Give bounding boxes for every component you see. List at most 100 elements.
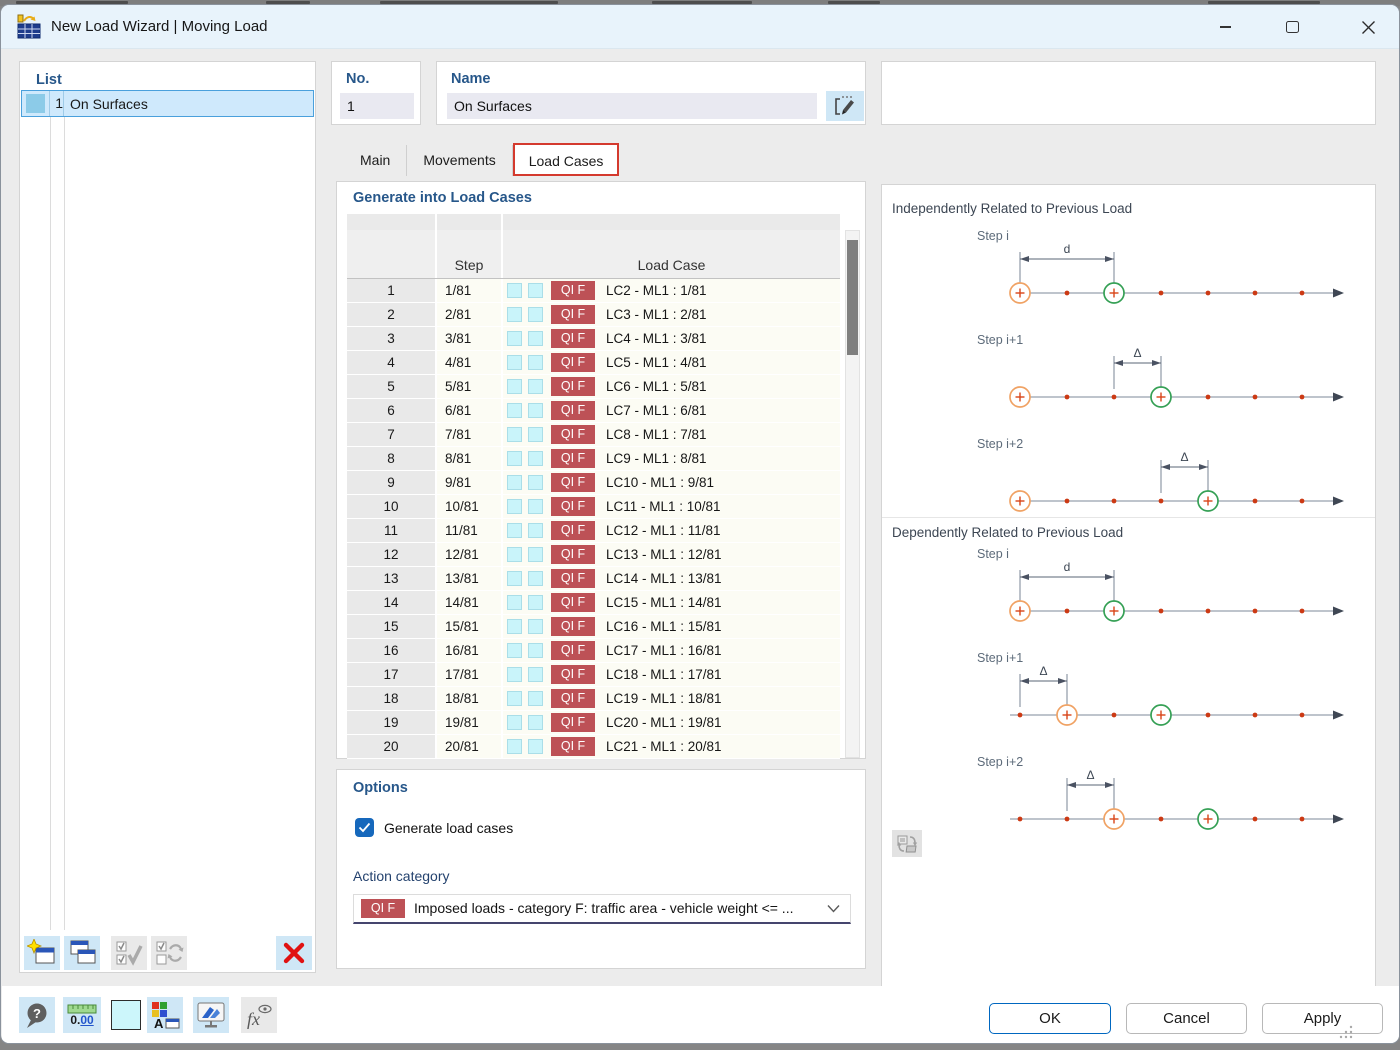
table-row[interactable]: 7 7/81 QI F LC8 - ML1 : 7/81 <box>347 423 840 447</box>
color-swatch[interactable] <box>507 283 522 298</box>
color-swatch[interactable] <box>507 715 522 730</box>
color-swatch[interactable] <box>507 619 522 634</box>
table-row[interactable]: 17 17/81 QI F LC18 - ML1 : 17/81 <box>347 663 840 687</box>
table-row[interactable]: 2 2/81 QI F LC3 - ML1 : 2/81 <box>347 303 840 327</box>
table-row[interactable]: 3 3/81 QI F LC4 - ML1 : 3/81 <box>347 327 840 351</box>
color-swatch[interactable] <box>507 355 522 370</box>
action-category-dropdown[interactable]: QI F Imposed loads - category F: traffic… <box>353 894 851 924</box>
color-swatch[interactable] <box>528 715 543 730</box>
color-swatch[interactable] <box>528 619 543 634</box>
new-item-button[interactable] <box>24 936 60 970</box>
cancel-button[interactable]: Cancel <box>1126 1003 1247 1034</box>
no-field[interactable]: 1 <box>340 93 414 119</box>
table-row[interactable]: 13 13/81 QI F LC14 - ML1 : 13/81 <box>347 567 840 591</box>
table-row[interactable]: 4 4/81 QI F LC5 - ML1 : 4/81 <box>347 351 840 375</box>
table-row[interactable]: 9 9/81 QI F LC10 - ML1 : 9/81 <box>347 471 840 495</box>
table-row[interactable]: 20 20/81 QI F LC21 - ML1 : 20/81 <box>347 735 840 759</box>
color-swatch[interactable] <box>528 643 543 658</box>
color-swatch[interactable] <box>528 499 543 514</box>
color-swatch[interactable] <box>507 547 522 562</box>
color-swatch[interactable] <box>507 643 522 658</box>
list-item-on-surfaces[interactable]: 1 On Surfaces <box>21 90 314 117</box>
resize-grip[interactable] <box>1339 1025 1353 1039</box>
row-number-cell: 8 <box>347 447 435 471</box>
load-case-label: LC10 - ML1 : 9/81 <box>606 475 715 490</box>
tab-main[interactable]: Main <box>344 145 408 176</box>
table-row[interactable]: 12 12/81 QI F LC13 - ML1 : 12/81 <box>347 543 840 567</box>
color-swatch[interactable] <box>528 595 543 610</box>
color-swatch[interactable] <box>528 307 543 322</box>
color-swatch[interactable] <box>507 427 522 442</box>
color-swatch[interactable] <box>507 739 522 754</box>
color-swatch-button[interactable] <box>111 1000 141 1030</box>
tab-load-cases[interactable]: Load Cases <box>512 143 620 176</box>
table-row[interactable]: 16 16/81 QI F LC17 - ML1 : 16/81 <box>347 639 840 663</box>
display-colors-button[interactable]: A <box>147 997 183 1033</box>
color-swatch[interactable] <box>528 427 543 442</box>
ok-button[interactable]: OK <box>989 1003 1111 1034</box>
moving-load-wizard-icon <box>17 14 41 39</box>
title-bar[interactable]: New Load Wizard | Moving Load <box>1 5 1399 49</box>
column-gap <box>501 543 503 567</box>
color-swatch[interactable] <box>528 451 543 466</box>
table-scrollbar[interactable] <box>845 230 860 758</box>
color-swatch[interactable] <box>528 547 543 562</box>
color-swatch[interactable] <box>528 379 543 394</box>
category-badge: QI F <box>361 899 405 918</box>
units-settings-button[interactable]: 0.00 <box>63 997 101 1033</box>
delete-item-button[interactable] <box>276 936 312 970</box>
close-button[interactable] <box>1339 5 1397 49</box>
color-swatch[interactable] <box>507 307 522 322</box>
color-swatch[interactable] <box>528 523 543 538</box>
minimize-button[interactable] <box>1202 5 1248 49</box>
table-row[interactable]: 18 18/81 QI F LC19 - ML1 : 18/81 <box>347 687 840 711</box>
column-gap <box>501 495 503 519</box>
color-swatch[interactable] <box>507 499 522 514</box>
color-swatch[interactable] <box>528 475 543 490</box>
rename-button[interactable] <box>826 91 864 121</box>
apply-button[interactable]: Apply <box>1262 1003 1383 1034</box>
color-swatch[interactable] <box>507 379 522 394</box>
color-swatch[interactable] <box>507 403 522 418</box>
display-settings-button[interactable] <box>193 997 229 1033</box>
table-row[interactable]: 1 1/81 QI F LC2 - ML1 : 1/81 <box>347 279 840 303</box>
table-row[interactable]: 11 11/81 QI F LC12 - ML1 : 11/81 <box>347 519 840 543</box>
help-button[interactable]: ? <box>19 997 55 1033</box>
maximize-icon <box>1285 21 1299 33</box>
color-swatch[interactable] <box>507 475 522 490</box>
color-swatch[interactable] <box>507 331 522 346</box>
table-row[interactable]: 8 8/81 QI F LC9 - ML1 : 8/81 <box>347 447 840 471</box>
color-swatch[interactable] <box>528 403 543 418</box>
color-swatch[interactable] <box>528 691 543 706</box>
table-row[interactable]: 15 15/81 QI F LC16 - ML1 : 15/81 <box>347 615 840 639</box>
table-row[interactable]: 14 14/81 QI F LC15 - ML1 : 14/81 <box>347 591 840 615</box>
color-swatch[interactable] <box>528 667 543 682</box>
category-badge: QI F <box>551 689 595 708</box>
table-row[interactable]: 5 5/81 QI F LC6 - ML1 : 5/81 <box>347 375 840 399</box>
color-swatch[interactable] <box>528 739 543 754</box>
table-row[interactable]: 19 19/81 QI F LC20 - ML1 : 19/81 <box>347 711 840 735</box>
color-swatch[interactable] <box>507 595 522 610</box>
color-swatch[interactable] <box>528 331 543 346</box>
generate-load-cases-checkbox[interactable] <box>355 818 374 837</box>
close-icon <box>1361 20 1375 34</box>
color-swatch[interactable] <box>528 283 543 298</box>
color-swatch[interactable] <box>528 571 543 586</box>
maximize-button[interactable] <box>1269 5 1315 49</box>
name-field[interactable]: On Surfaces <box>447 93 817 119</box>
list-item-color-swatch <box>26 94 45 113</box>
tab-movements[interactable]: Movements <box>407 145 513 176</box>
table-row[interactable]: 10 10/81 QI F LC11 - ML1 : 10/81 <box>347 495 840 519</box>
color-swatch[interactable] <box>528 355 543 370</box>
color-swatch[interactable] <box>507 451 522 466</box>
color-swatch[interactable] <box>507 571 522 586</box>
row-number-cell: 7 <box>347 423 435 447</box>
scrollbar-thumb[interactable] <box>847 240 858 355</box>
column-gap <box>435 399 437 423</box>
color-swatch[interactable] <box>507 691 522 706</box>
color-swatch[interactable] <box>507 667 522 682</box>
copy-item-button[interactable] <box>64 936 100 970</box>
table-row[interactable]: 6 6/81 QI F LC7 - ML1 : 6/81 <box>347 399 840 423</box>
row-number-cell: 1 <box>347 279 435 303</box>
color-swatch[interactable] <box>507 523 522 538</box>
